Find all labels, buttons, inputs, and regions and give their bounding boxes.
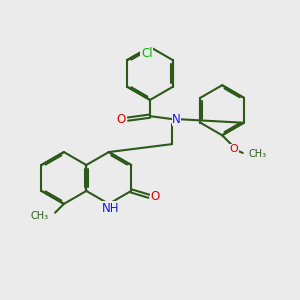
- Text: CH₃: CH₃: [249, 148, 267, 158]
- Text: Cl: Cl: [141, 46, 152, 60]
- Text: N: N: [172, 112, 181, 126]
- Text: O: O: [230, 144, 238, 154]
- Text: O: O: [117, 112, 126, 126]
- Text: CH₃: CH₃: [31, 211, 49, 221]
- Text: NH: NH: [101, 202, 119, 215]
- Text: O: O: [151, 190, 160, 203]
